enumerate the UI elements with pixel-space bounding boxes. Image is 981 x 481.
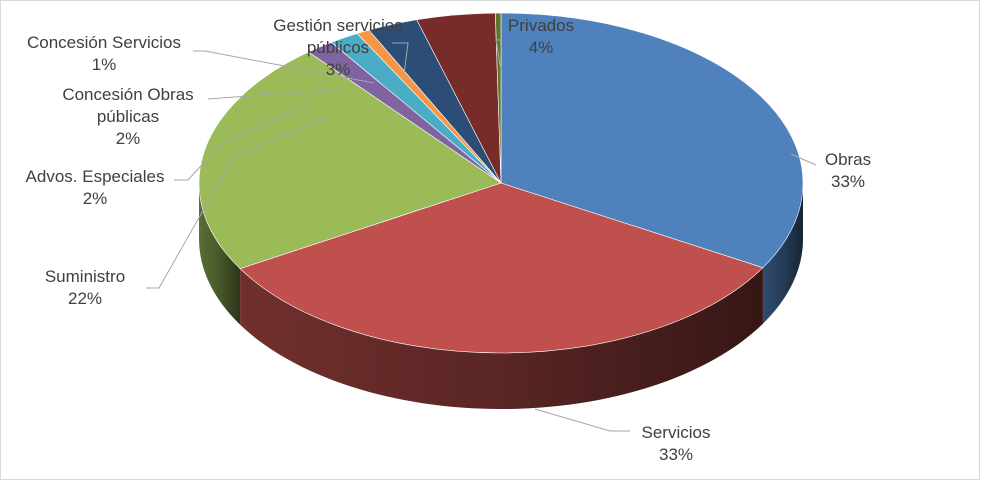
data-label-line: Gestión servicios — [273, 16, 402, 35]
data-label-2: Suministro 22% — [45, 267, 125, 308]
data-label-3: Advos. Especiales 2% — [26, 167, 165, 208]
data-label-4: Concesión Obras públicas 2% — [62, 85, 193, 148]
data-label-line: Concesión Obras — [62, 85, 193, 104]
leader-line-0 — [790, 153, 817, 166]
pie-wall-shade-0 — [762, 183, 803, 324]
data-label-line: Obras — [825, 150, 871, 169]
data-label-5: Concesión Servicios 1% — [27, 33, 181, 74]
leader-line-2 — [146, 117, 327, 289]
data-label-line: públicas — [97, 107, 159, 126]
pie-wall-shade-2 — [199, 183, 241, 325]
data-label-line: 33% — [831, 172, 865, 191]
leader-line-1 — [534, 408, 630, 432]
data-label-line: Privados — [508, 16, 574, 35]
pie-wall-shade-1 — [240, 267, 763, 409]
data-label-line: Advos. Especiales — [26, 167, 165, 186]
data-label-7: Privados 4% — [508, 16, 574, 57]
data-label-line: 3% — [326, 60, 351, 79]
data-label-line: 2% — [83, 189, 108, 208]
data-label-line: Servicios — [642, 423, 711, 442]
leader-line-3 — [174, 103, 311, 181]
pie-side-walls — [199, 183, 803, 409]
pie-top-slices — [198, 12, 804, 354]
leader-lines — [146, 39, 817, 432]
pie-slice-2 — [198, 51, 502, 269]
data-label-line: 1% — [92, 55, 117, 74]
leader-line-5 — [193, 50, 375, 84]
data-label-line: 2% — [116, 129, 141, 148]
data-label-line: Concesión Servicios — [27, 33, 181, 52]
data-label-line: 33% — [659, 445, 693, 464]
pie-slice-0 — [500, 12, 804, 269]
pie-slice-1 — [239, 182, 764, 354]
pie-slice-8 — [494, 12, 502, 184]
data-label-line: 22% — [68, 289, 102, 308]
leader-line-4 — [207, 88, 341, 100]
leader-line-6 — [392, 42, 409, 75]
data-label-line: Suministro — [45, 267, 125, 286]
data-label-line: 4% — [529, 38, 554, 57]
data-labels: Obras 33% Servicios 33% Suministro 22% Advos. … — [26, 16, 872, 464]
data-label-line: públicos — [307, 38, 369, 57]
leader-line-7 — [495, 39, 502, 71]
data-label-0: Obras 33% — [825, 150, 871, 191]
data-label-1: Servicios 33% — [642, 423, 711, 464]
data-label-6: Gestión servicios públicos 3% — [273, 16, 402, 79]
